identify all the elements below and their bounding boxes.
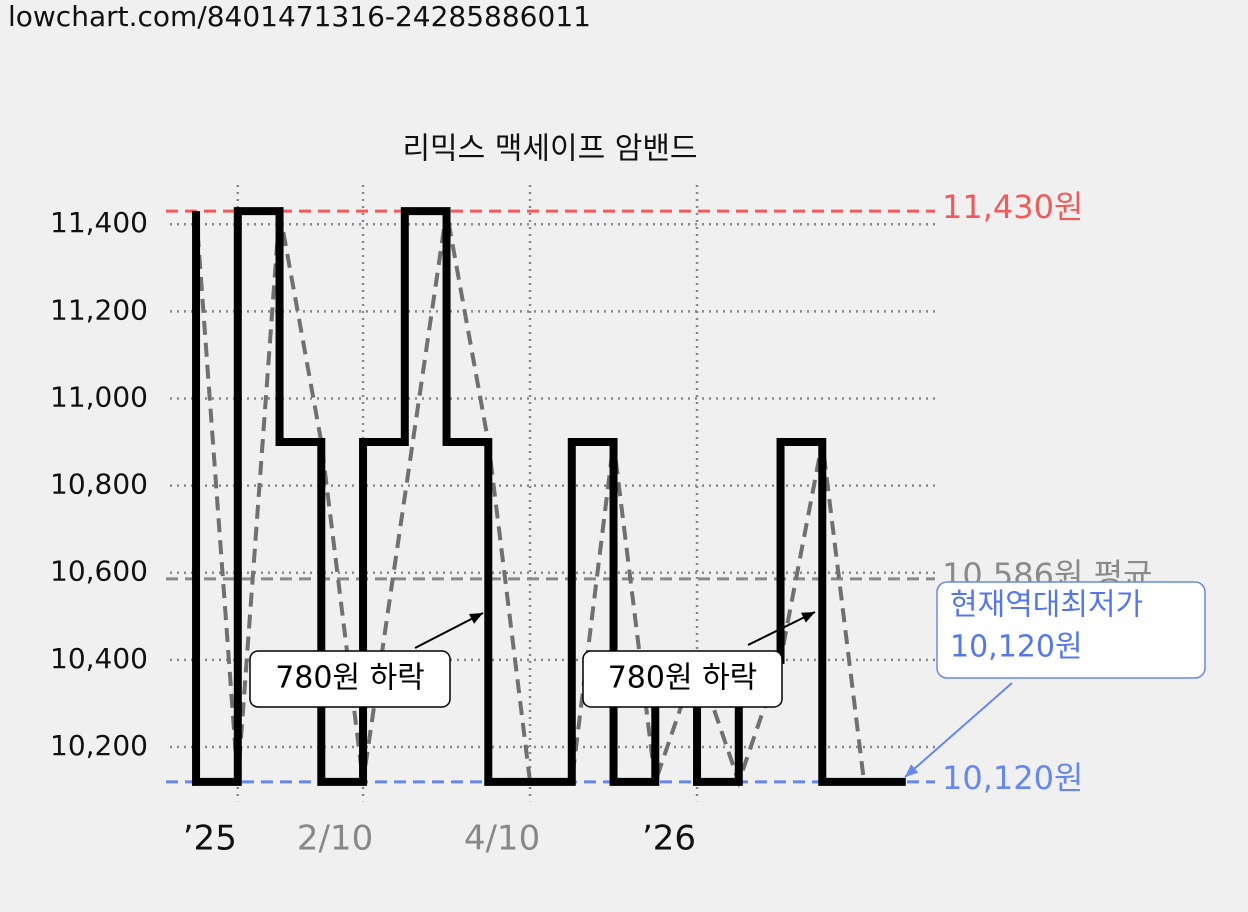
annotation-box xyxy=(249,650,451,708)
arrow-head xyxy=(469,613,483,624)
arrow-head xyxy=(905,764,919,777)
annotation-box xyxy=(582,650,783,708)
x-tick-label: 2/10 xyxy=(297,819,373,859)
y-tick-label: 10,400 xyxy=(50,642,148,675)
y-tick-label: 11,000 xyxy=(50,380,148,413)
y-tick-label: 10,200 xyxy=(50,729,148,762)
chart-title: 리믹스 맥세이프 암밴드 xyxy=(402,132,697,167)
callout-box xyxy=(936,581,1206,679)
url: lowchart.com/8401471316-24285886011 xyxy=(8,0,591,33)
reference-label: 11,430원 xyxy=(942,188,1083,226)
annotation-text: 780원 하락 xyxy=(608,661,758,696)
callout-text: 10,120원 xyxy=(950,630,1083,665)
arrow-head xyxy=(801,612,815,623)
y-tick-label: 11,400 xyxy=(50,206,148,239)
x-tick-label: 4/10 xyxy=(464,819,540,859)
y-tick-label: 11,200 xyxy=(50,293,148,326)
x-tick-label: ’25 xyxy=(183,819,237,859)
callout-text: 현재역대최저가 xyxy=(950,588,1143,623)
arrow xyxy=(904,682,1013,778)
y-tick-label: 10,600 xyxy=(50,555,148,588)
x-tick-label: ’26 xyxy=(642,819,696,859)
y-tick-label: 10,800 xyxy=(50,468,148,501)
reference-label: 10,120원 xyxy=(942,759,1083,797)
annotation-text: 780원 하락 xyxy=(275,661,425,696)
